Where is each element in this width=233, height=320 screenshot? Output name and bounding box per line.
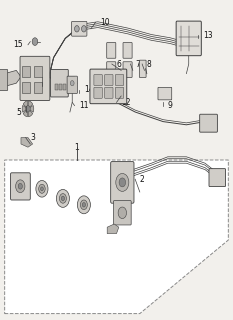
Circle shape (119, 178, 126, 187)
FancyBboxPatch shape (123, 62, 132, 77)
FancyBboxPatch shape (107, 43, 116, 58)
Circle shape (70, 81, 74, 86)
FancyBboxPatch shape (111, 162, 134, 203)
Text: 11: 11 (79, 101, 89, 110)
Bar (59, 84, 62, 90)
Wedge shape (28, 101, 33, 109)
Text: 8: 8 (147, 60, 151, 68)
Text: 4: 4 (47, 72, 51, 81)
Polygon shape (21, 138, 33, 147)
Text: 10: 10 (100, 18, 110, 27)
FancyBboxPatch shape (20, 56, 50, 100)
Circle shape (82, 26, 86, 32)
Wedge shape (23, 101, 28, 109)
FancyBboxPatch shape (176, 21, 201, 56)
Circle shape (36, 180, 48, 197)
Text: 6: 6 (116, 60, 121, 68)
Text: 1: 1 (75, 143, 79, 152)
FancyBboxPatch shape (67, 76, 77, 93)
FancyBboxPatch shape (51, 69, 68, 97)
Circle shape (32, 38, 38, 45)
Circle shape (80, 200, 87, 210)
Bar (63, 84, 66, 90)
Wedge shape (28, 109, 33, 117)
FancyBboxPatch shape (107, 62, 116, 77)
Circle shape (75, 26, 79, 32)
Text: 13: 13 (203, 31, 212, 40)
Circle shape (82, 203, 86, 207)
Text: 9: 9 (168, 101, 173, 110)
Text: 12: 12 (121, 98, 131, 107)
Bar (34, 82, 42, 93)
Text: 2: 2 (140, 175, 144, 184)
Circle shape (61, 196, 65, 201)
Text: 7: 7 (135, 60, 140, 68)
Circle shape (39, 184, 45, 193)
FancyBboxPatch shape (115, 75, 124, 85)
FancyBboxPatch shape (94, 87, 102, 98)
Circle shape (77, 196, 90, 214)
Polygon shape (107, 224, 119, 234)
Text: 5: 5 (16, 108, 21, 116)
Circle shape (26, 106, 30, 112)
Polygon shape (63, 77, 77, 90)
Circle shape (56, 189, 69, 207)
Circle shape (41, 187, 43, 191)
Bar (22, 82, 30, 93)
Bar (22, 66, 30, 77)
Wedge shape (22, 105, 28, 112)
FancyBboxPatch shape (105, 75, 113, 85)
FancyBboxPatch shape (105, 87, 113, 98)
Text: 15: 15 (14, 40, 23, 49)
Wedge shape (28, 105, 34, 112)
FancyBboxPatch shape (209, 169, 226, 187)
FancyBboxPatch shape (10, 173, 30, 200)
Text: 3: 3 (30, 133, 35, 142)
Wedge shape (23, 109, 28, 117)
Circle shape (16, 180, 25, 193)
FancyBboxPatch shape (94, 75, 102, 85)
FancyBboxPatch shape (158, 87, 172, 100)
FancyBboxPatch shape (200, 114, 217, 132)
Circle shape (116, 173, 129, 191)
Bar (55, 84, 58, 90)
Bar (34, 66, 42, 77)
Polygon shape (5, 70, 21, 86)
Circle shape (59, 194, 66, 203)
Circle shape (118, 207, 127, 219)
Circle shape (18, 183, 22, 189)
FancyBboxPatch shape (90, 69, 127, 104)
Polygon shape (5, 160, 228, 314)
FancyBboxPatch shape (139, 60, 146, 77)
FancyBboxPatch shape (0, 69, 8, 91)
FancyBboxPatch shape (72, 21, 87, 36)
Text: 14: 14 (84, 85, 93, 94)
FancyBboxPatch shape (115, 87, 124, 98)
FancyBboxPatch shape (123, 43, 132, 58)
FancyBboxPatch shape (113, 201, 131, 225)
